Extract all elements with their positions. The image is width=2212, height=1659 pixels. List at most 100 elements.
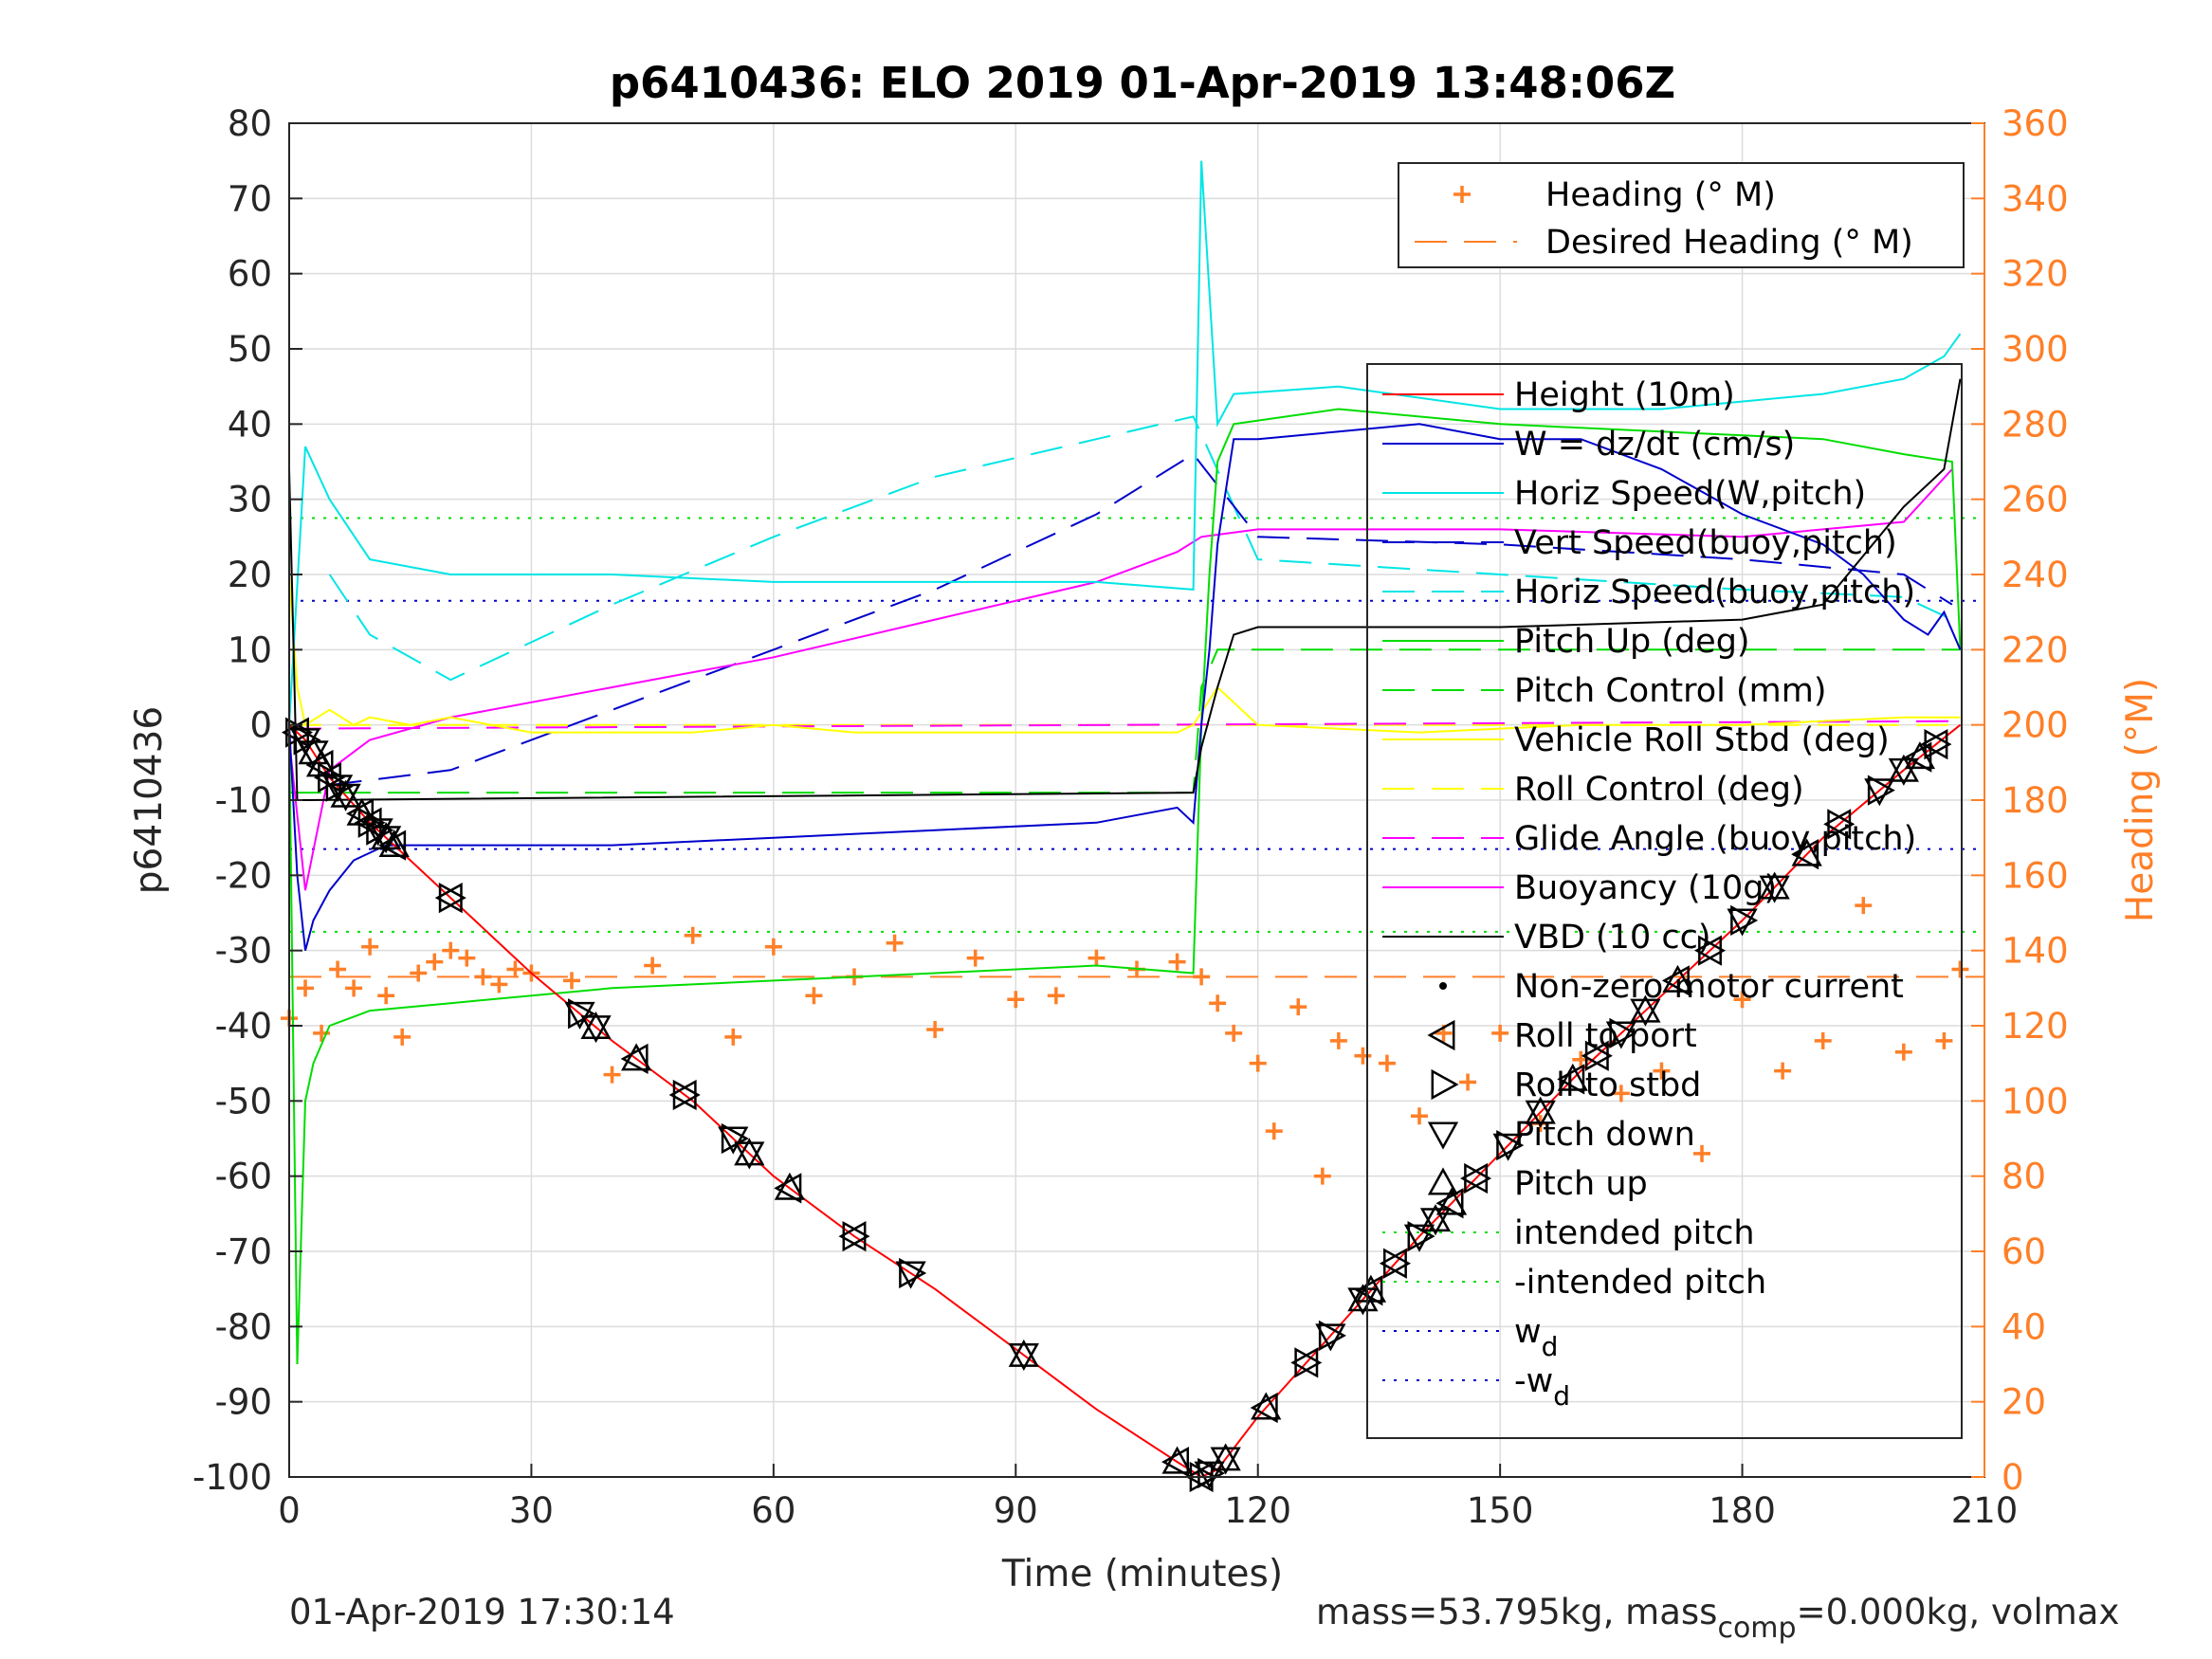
y2-tick-label: 40 [2002, 1306, 2046, 1347]
legend-label: Roll to stbd [1514, 1066, 1701, 1104]
marker-triangle [1460, 1162, 1489, 1194]
y2-tick-label: 160 [2002, 855, 2069, 896]
x-tick-label: 0 [278, 1490, 301, 1531]
heading-point [886, 934, 904, 952]
marker-triangle [620, 1043, 652, 1071]
heading-point [1733, 991, 1751, 1009]
reference-lines [289, 517, 1984, 933]
y2-tick-label: 220 [2002, 629, 2069, 670]
y-tick-label: 30 [228, 480, 272, 520]
legend-symbol [1431, 1068, 1459, 1101]
marker-triangle [1759, 875, 1790, 903]
marker-triangle [568, 998, 596, 1030]
y2-tick-label: 300 [2002, 329, 2069, 370]
marker-triangle [1525, 1096, 1556, 1124]
marker-triangle [1496, 1130, 1525, 1161]
heading-point [603, 1066, 621, 1084]
heading-point [1814, 1031, 1832, 1049]
heading-point [926, 1020, 944, 1038]
y2-tick-label: 200 [2002, 705, 2069, 746]
x-tick-label: 30 [509, 1490, 554, 1531]
heading-point [966, 949, 984, 967]
heading-point [393, 1028, 411, 1046]
heading-point [1951, 960, 1969, 978]
heading-point [442, 941, 460, 959]
marker-triangle [1827, 809, 1856, 840]
y-tick-label: -80 [215, 1306, 272, 1347]
marker-triangle [1525, 1100, 1556, 1128]
legend-heading-label: Desired Heading (° M) [1545, 224, 1913, 262]
legend-symbol [1427, 1121, 1459, 1150]
marker-triangle [1492, 1133, 1524, 1161]
y2-tick-label: 180 [2002, 780, 2069, 821]
marker-triangle [734, 1138, 765, 1166]
y-tick-label: 0 [249, 705, 272, 746]
footer-mass-sub: comp [1717, 1612, 1796, 1645]
heading-point [1459, 1073, 1477, 1091]
legend-label: intended pitch [1514, 1214, 1755, 1252]
series-vbd [288, 378, 1962, 801]
marker-triangle [1419, 1204, 1452, 1232]
marker-triangle [1791, 838, 1822, 866]
legend-label: Pitch down [1514, 1116, 1695, 1154]
heading-point [1088, 949, 1106, 967]
marker-triangle [1630, 994, 1661, 1023]
marker-triangle [1419, 1208, 1452, 1236]
marker-triangle [580, 1012, 612, 1040]
series-roll [288, 574, 1961, 734]
marker-triangle [1407, 1221, 1435, 1252]
marker-triangle [1464, 1162, 1492, 1194]
marker-triangle [1920, 728, 1948, 760]
x-tick-label: 210 [1951, 1490, 2019, 1531]
y-tick-label: -30 [215, 931, 272, 972]
y-tick-label: -100 [192, 1457, 272, 1498]
footer-mass-main: mass=53.795kg, mass [1316, 1592, 1717, 1632]
heading-point [1935, 1031, 1953, 1049]
marker-triangle [1403, 1224, 1435, 1252]
marker-triangle [1581, 1040, 1609, 1071]
heading-point [1894, 1043, 1912, 1061]
y2-tick-label: 20 [2002, 1382, 2046, 1423]
y-tick-label: 70 [228, 178, 272, 219]
legend-label: -intended pitch [1514, 1264, 1766, 1302]
marker-triangle [1194, 1461, 1225, 1489]
legend-label: Glide Angle (buoy,pitch) [1514, 820, 1916, 858]
heading-point [563, 972, 580, 990]
heading-point [1249, 1054, 1267, 1072]
legend-heading: Heading (° M) Desired Heading (° M) [1398, 162, 1965, 268]
marker-triangle [1609, 1017, 1637, 1049]
legend-label: VBD (10 cc) [1514, 919, 1711, 957]
legend-symbol [1427, 1019, 1455, 1051]
heading-point [1313, 1167, 1331, 1185]
y2-tick-label: 340 [2002, 178, 2069, 219]
marker-triangle [1008, 1343, 1039, 1372]
y-tick-label: 80 [228, 103, 272, 144]
marker-triangle [580, 1015, 612, 1044]
legend-label: -wd [1514, 1362, 1570, 1412]
y-tick-label: 20 [228, 555, 272, 595]
heading-point [474, 968, 492, 986]
y-tick-label: -60 [215, 1157, 272, 1197]
marker-triangle [1904, 741, 1932, 773]
marker-layer [281, 717, 1952, 1493]
heading-point [644, 957, 662, 975]
marker-triangle [1791, 838, 1819, 870]
y-tick-label: 40 [228, 404, 272, 445]
marker-triangle [378, 830, 407, 861]
series-buoyancy [288, 468, 1953, 891]
x-tick-label: 180 [1709, 1490, 1776, 1531]
x-tick-label: 60 [751, 1490, 795, 1531]
legend-heading-label: Heading (° M) [1545, 176, 1776, 214]
heading-point [1209, 994, 1227, 1012]
heading-point [1855, 897, 1873, 915]
legend-label: wd [1514, 1313, 1558, 1362]
series-layer [288, 160, 1962, 1479]
y-tick-label: -20 [215, 855, 272, 896]
marker-triangle [1630, 998, 1661, 1027]
heading-point [1774, 1062, 1792, 1080]
heading-point [1612, 1085, 1630, 1103]
marker-triangle [1727, 908, 1758, 937]
heading-point [410, 964, 428, 982]
series-vert_buoy [329, 452, 1953, 787]
marker-triangle [1355, 1274, 1387, 1303]
